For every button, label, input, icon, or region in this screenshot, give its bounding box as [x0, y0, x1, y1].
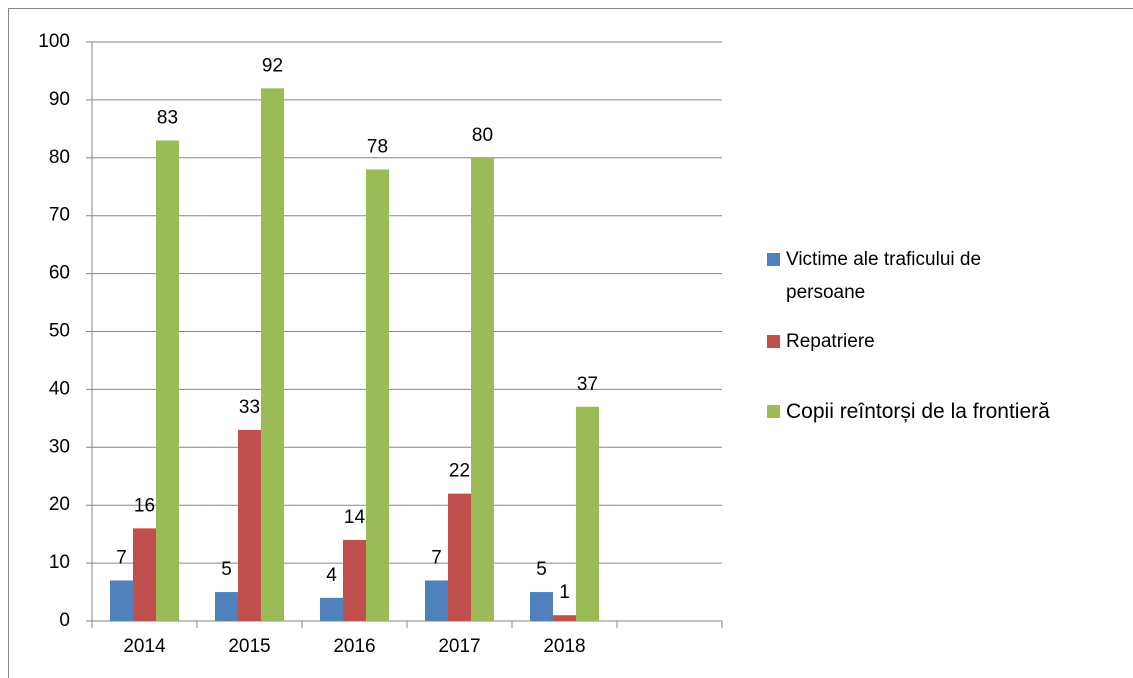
bar: [471, 157, 494, 622]
legend-label: Victime ale traficului de persoane: [786, 249, 982, 303]
y-tick-label: 50: [49, 321, 70, 342]
legend-swatch: [767, 405, 780, 418]
y-tick-label: 100: [38, 31, 70, 52]
value-label: 5: [221, 559, 232, 580]
bar: [343, 539, 366, 621]
y-tick-label: 60: [49, 263, 70, 284]
legend-item: Copii reîntorși de la frontieră: [767, 395, 1050, 428]
legend-label: Copii reîntorși de la frontieră: [786, 400, 1050, 423]
legend-item: Victime ale traficului de persoane: [767, 243, 1046, 309]
value-label: 4: [326, 565, 337, 586]
bar: [156, 140, 179, 621]
bar: [320, 597, 343, 621]
y-tick-label: 80: [49, 147, 70, 168]
value-label: 16: [134, 495, 155, 516]
y-tick-label: 70: [49, 205, 70, 226]
bar: [530, 592, 553, 621]
value-label: 83: [157, 107, 178, 128]
y-tick-label: 40: [49, 378, 70, 399]
legend-swatch: [767, 253, 780, 266]
bar: [238, 429, 261, 621]
bar: [448, 493, 471, 621]
value-label: 22: [449, 461, 470, 482]
bar: [110, 580, 133, 621]
y-tick-label: 0: [59, 610, 70, 631]
x-tick-label: 2016: [333, 636, 375, 657]
value-label: 33: [239, 397, 260, 418]
value-label: 7: [116, 547, 127, 568]
value-label: 78: [367, 136, 388, 157]
bar: [576, 406, 599, 621]
x-tick-label: 2014: [123, 636, 166, 657]
y-tick-label: 30: [49, 436, 70, 457]
bar: [425, 580, 448, 621]
x-tick-label: 2018: [543, 636, 585, 657]
legend-item: Repatriere: [767, 325, 1046, 358]
bar: [215, 592, 238, 621]
bar: [366, 169, 389, 621]
value-label: 92: [262, 55, 283, 76]
x-tick-label: 2017: [438, 636, 480, 657]
bar: [133, 528, 156, 621]
bar: [261, 88, 284, 621]
chart-border: [8, 8, 1133, 678]
value-label: 7: [431, 547, 442, 568]
value-label: 5: [536, 559, 547, 580]
y-tick-label: 10: [49, 552, 70, 573]
value-label: 80: [472, 125, 493, 146]
value-label: 37: [577, 374, 598, 395]
value-label: 1: [559, 582, 570, 603]
x-tick-label: 2015: [228, 636, 270, 657]
bar: [553, 615, 576, 621]
value-label: 14: [344, 507, 366, 528]
legend-swatch: [767, 335, 780, 348]
y-tick-label: 90: [49, 89, 70, 110]
y-tick-label: 20: [49, 494, 70, 515]
legend-label: Repatriere: [786, 331, 875, 352]
